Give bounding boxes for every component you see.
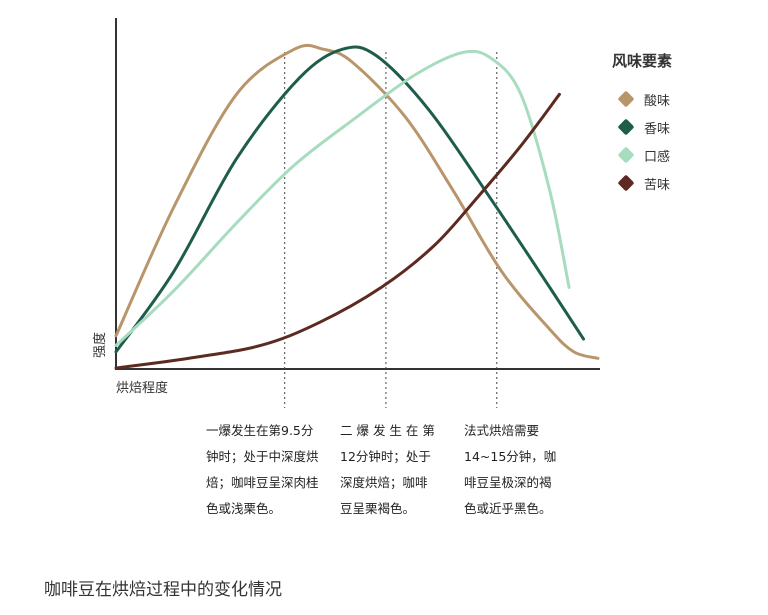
legend-item-acidity: 酸味 [612, 85, 672, 113]
note-second-crack: 二 爆 发 生 在 第 12分钟时；处于 深度烘焙；咖啡 豆呈栗褐色。 [340, 418, 435, 522]
series-lines [114, 43, 600, 370]
note-line: 一爆发生在第9.5分 [206, 423, 314, 438]
note-line: 色或浅栗色。 [206, 501, 282, 516]
legend-item-bitterness: 苦味 [612, 169, 672, 197]
series-line-aroma [114, 45, 586, 354]
note-line: 法式烘焙需要 [464, 423, 540, 438]
figure-caption: 咖啡豆在烘焙过程中的变化情况 [44, 580, 282, 600]
x-axis-label: 烘焙程度 [116, 380, 168, 396]
legend: 风味要素 酸味 香味 口感 苦味 [612, 50, 672, 197]
series-line-bitterness [114, 92, 561, 370]
y-axis-label: 强度 [92, 332, 108, 358]
legend-item-aroma: 香味 [612, 113, 672, 141]
note-line: 豆呈栗褐色。 [340, 501, 416, 516]
series-line-body [114, 49, 571, 347]
note-line: 深度烘焙；咖啡 [340, 475, 428, 490]
legend-item-body: 口感 [612, 141, 672, 169]
note-line: 色或近乎黑色。 [464, 501, 552, 516]
note-first-crack: 一爆发生在第9.5分 钟时；处于中深度烘 焙；咖啡豆呈深肉桂 色或浅栗色。 [206, 418, 319, 522]
legend-swatch-bitterness [617, 174, 635, 192]
note-line: 二 爆 发 生 在 第 [340, 423, 435, 438]
note-line: 14~15分钟，咖 [464, 449, 557, 464]
note-line: 啡豆呈极深的褐 [464, 475, 552, 490]
legend-label-aroma: 香味 [644, 121, 671, 137]
legend-label-body: 口感 [644, 149, 671, 165]
milestone-lines [284, 52, 498, 408]
legend-label-acidity: 酸味 [644, 93, 671, 109]
note-line: 钟时；处于中深度烘 [206, 449, 319, 464]
legend-label-bitterness: 苦味 [644, 177, 671, 193]
legend-swatch-aroma [617, 118, 635, 136]
note-line: 焙；咖啡豆呈深肉桂 [206, 475, 319, 490]
series-line-acidity [114, 43, 600, 360]
legend-title: 风味要素 [612, 52, 673, 70]
note-french-roast: 法式烘焙需要 14~15分钟，咖 啡豆呈极深的褐 色或近乎黑色。 [464, 418, 556, 522]
legend-swatch-acidity [617, 90, 635, 108]
legend-swatch-body [617, 146, 635, 164]
note-line: 12分钟时；处于 [340, 449, 431, 464]
